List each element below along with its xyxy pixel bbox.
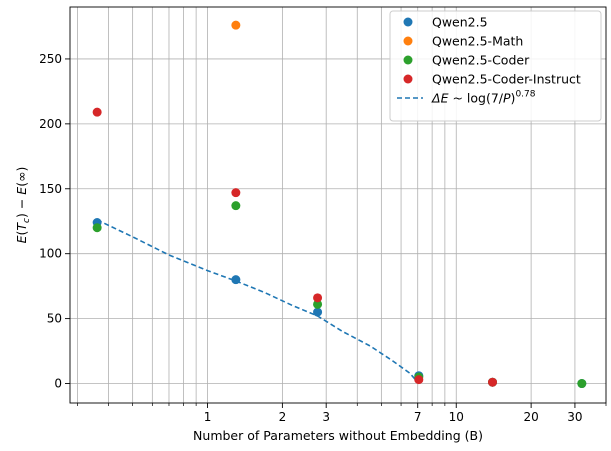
fit-line (96, 219, 419, 383)
y-tick-label: 100 (39, 247, 62, 261)
data-point (414, 375, 424, 385)
y-tick-label: 200 (39, 117, 62, 131)
data-point (488, 377, 498, 387)
fit-line-layer (96, 219, 419, 383)
data-point (231, 275, 241, 285)
x-tick-label: 3 (322, 410, 330, 424)
legend-box (389, 10, 602, 122)
y-tick-label: 50 (47, 312, 62, 326)
y-axis-label: E(Tc) − E(∞) (14, 167, 32, 244)
x-tick-label: 1 (204, 410, 212, 424)
axes-frame (69, 6, 607, 404)
data-point (231, 188, 241, 198)
legend-fit-label: ΔE ~ log(7/P)0.78 (431, 90, 536, 106)
legend-marker (403, 55, 413, 65)
data-point (231, 201, 241, 211)
legend-label: Qwen2.5 (432, 15, 488, 30)
legend-marker (403, 74, 413, 84)
data-point (313, 299, 323, 309)
data-point (577, 379, 587, 389)
x-tick-label: 20 (523, 410, 538, 424)
x-tick-label: 2 (279, 410, 287, 424)
legend-label: Qwen2.5-Math (432, 34, 523, 49)
axis-ticks: 1 2 3 7 10 20 30 0 50 100 150 200 250 (39, 52, 607, 424)
legend-marker (403, 17, 413, 27)
x-axis-label: Number of Parameters without Embedding (… (193, 428, 483, 443)
legend: Qwen2.5 Qwen2.5-Math Qwen2.5-Coder Qwen2.5-… (389, 10, 602, 122)
legend-marker (403, 36, 413, 46)
legend-item: Qwen2.5-Coder-Instruct (403, 72, 581, 87)
x-tick-label: 30 (567, 410, 582, 424)
y-tick-label: 0 (54, 377, 62, 391)
x-tick-label: 7 (414, 410, 422, 424)
data-points (92, 20, 587, 389)
y-tick-label: 150 (39, 182, 62, 196)
x-tick-label: 10 (449, 410, 464, 424)
data-point (92, 223, 102, 233)
legend-item: Qwen2.5-Coder (403, 53, 530, 68)
y-tick-label: 250 (39, 52, 62, 66)
legend-label: Qwen2.5-Coder (432, 53, 530, 68)
data-point (313, 293, 323, 303)
data-point (313, 307, 323, 317)
legend-label: Qwen2.5-Coder-Instruct (432, 72, 581, 87)
data-point (231, 20, 241, 30)
data-point (92, 107, 102, 117)
legend-item: Qwen2.5 (403, 15, 488, 30)
legend-item: Qwen2.5-Math (403, 34, 523, 49)
legend-item-fit-line: ΔE ~ log(7/P)0.78 (397, 90, 536, 106)
